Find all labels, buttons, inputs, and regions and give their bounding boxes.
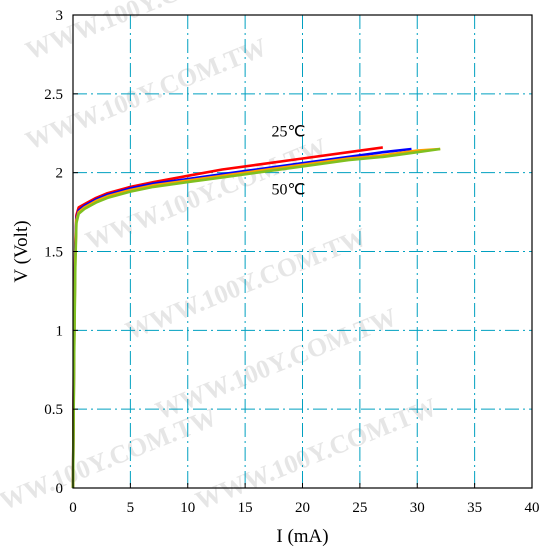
annotation-25c: 25℃ bbox=[272, 123, 306, 140]
y-tick-labels: 0 0.5 1 1.5 2 2.5 3 bbox=[44, 8, 78, 497]
y-tick-label: 3 bbox=[56, 8, 64, 24]
x-tick-label: 0 bbox=[69, 500, 77, 516]
watermark-text: WWW.100Y.COM.TW bbox=[191, 392, 441, 515]
y-tick-label: 2.5 bbox=[44, 87, 63, 103]
x-tick-label: 20 bbox=[295, 500, 310, 516]
x-tick-label: 25 bbox=[352, 500, 367, 516]
x-axis-label: I (mA) bbox=[276, 526, 328, 547]
series-layer bbox=[71, 146, 441, 489]
x-tick-label: 5 bbox=[127, 500, 135, 516]
y-axis-label: V (Volt) bbox=[11, 220, 32, 282]
annotation-50c: 50℃ bbox=[272, 182, 306, 199]
x-tick-label: 30 bbox=[410, 500, 425, 516]
x-tick-labels: 0 5 10 15 20 25 30 35 40 bbox=[69, 483, 540, 516]
watermark-layer: WWW.100Y.COM.TWWWW.100Y.COM.TWWWW.100Y.C… bbox=[0, 0, 441, 526]
series-line-3 bbox=[71, 147, 441, 489]
x-tick-label: 10 bbox=[180, 500, 195, 516]
x-tick-label: 35 bbox=[467, 500, 482, 516]
x-tick-label: 15 bbox=[238, 500, 253, 516]
y-tick-label: 1.5 bbox=[44, 245, 63, 261]
x-tick-label: 40 bbox=[525, 500, 540, 516]
y-tick-label: 0 bbox=[56, 481, 64, 497]
y-tick-label: 0.5 bbox=[44, 402, 63, 418]
y-tick-label: 2 bbox=[56, 166, 64, 182]
y-tick-label: 1 bbox=[56, 323, 64, 339]
grid-lines bbox=[73, 15, 532, 488]
